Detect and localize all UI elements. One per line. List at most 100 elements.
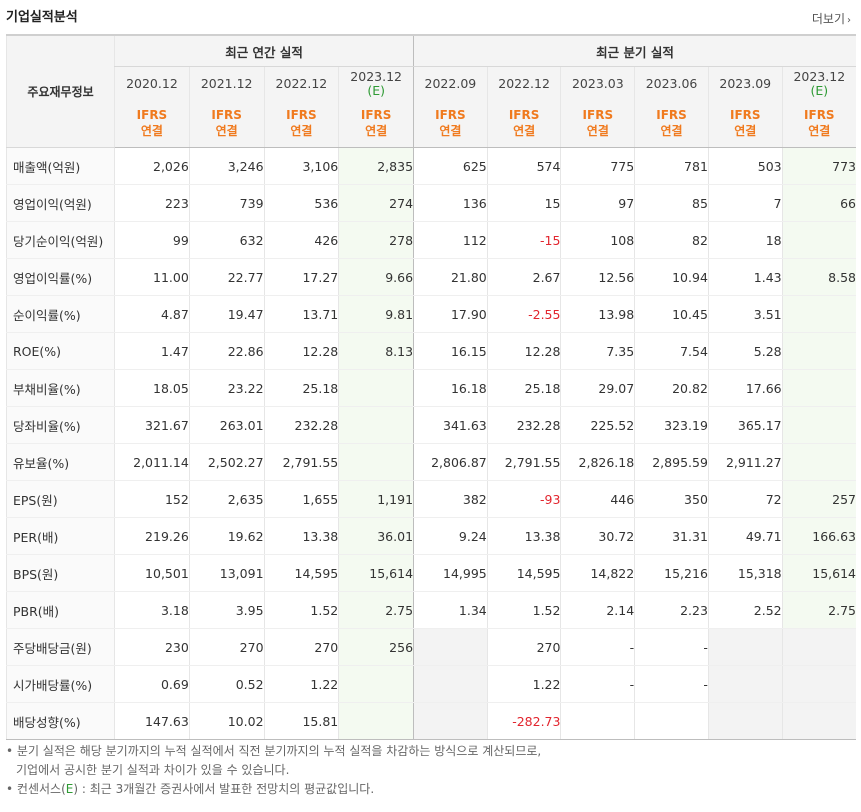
table-cell: 223 [114, 184, 190, 222]
table-cell: 13.71 [263, 295, 339, 333]
table-cell: 15,318 [707, 554, 783, 592]
table-cell: 22.86 [188, 332, 265, 370]
table-cell [560, 702, 635, 740]
table-cell: 13.98 [560, 295, 635, 333]
table-cell: 1,191 [338, 480, 414, 518]
table-cell: 2.75 [338, 591, 414, 629]
table-cell: 17.66 [707, 369, 783, 407]
table-cell: 625 [413, 147, 488, 185]
table-cell: 7.54 [634, 332, 709, 370]
table-cell: 136 [413, 184, 488, 222]
table-row: 유보율(%) 2,011.14 2,502.27 2,791.55 2,806.87 2,… [5, 443, 856, 481]
table-cell: - [634, 628, 709, 666]
table-cell: 232.28 [263, 406, 339, 444]
table-cell: 446 [560, 480, 635, 518]
table-cell: 15,216 [634, 554, 709, 592]
table-cell: 3.18 [114, 591, 190, 629]
table-cell: 30.72 [560, 517, 635, 555]
period-header: 2021.12 [188, 66, 265, 99]
row-label: 영업이익(억원) [5, 184, 115, 222]
period-header: 2020.12 [114, 66, 190, 99]
table-cell: 257 [781, 480, 856, 518]
table-cell: 350 [634, 480, 709, 518]
table-cell: 270 [263, 628, 339, 666]
table-cell: 14,995 [413, 554, 488, 592]
table-cell: 382 [413, 480, 488, 518]
table-cell: 21.80 [413, 258, 488, 296]
table-cell: 2.75 [781, 591, 856, 629]
table-cell: 1,655 [263, 480, 339, 518]
table-cell: 10.45 [634, 295, 709, 333]
table-cell: -93 [486, 480, 561, 518]
table-cell: 263.01 [188, 406, 265, 444]
table-cell [781, 369, 856, 407]
more-link[interactable]: 더보기 › [812, 10, 851, 27]
report-type-header: IFRS 연결 [634, 99, 709, 148]
table-cell: 1.43 [707, 258, 783, 296]
table-cell: -15 [486, 221, 561, 259]
table-cell: 12.28 [486, 332, 561, 370]
table-cell [781, 702, 856, 740]
table-cell: - [634, 665, 709, 703]
annual-group-header: 최근 연간 실적 [114, 34, 414, 67]
table-cell: 1.52 [486, 591, 561, 629]
table-cell: 25.18 [486, 369, 561, 407]
table-cell: 16.18 [413, 369, 488, 407]
table-cell: 11.00 [114, 258, 190, 296]
report-type-header: IFRS 연결 [486, 99, 561, 148]
table-row: PBR(배) 3.18 3.95 1.52 2.75 1.34 1.52 2.14 2.23 2.… [5, 591, 856, 629]
table-row: PER(배) 219.26 19.62 13.38 36.01 9.24 13.38 30.7… [5, 517, 856, 555]
table-cell: 426 [263, 221, 339, 259]
table-cell [413, 665, 488, 703]
report-type-header: IFRS 연결 [707, 99, 783, 148]
table-cell: 0.52 [188, 665, 265, 703]
table-cell: 152 [114, 480, 190, 518]
table-cell: 1.47 [114, 332, 190, 370]
table-cell: 1.34 [413, 591, 488, 629]
table-cell: 97 [560, 184, 635, 222]
table-cell: 2.52 [707, 591, 783, 629]
table-cell: 2,011.14 [114, 443, 190, 481]
table-cell: 225.52 [560, 406, 635, 444]
table-row: ROE(%) 1.47 22.86 12.28 8.13 16.15 12.28 7.35 7.… [5, 332, 856, 370]
table-cell: 3,246 [188, 147, 265, 185]
table-cell: 232.28 [486, 406, 561, 444]
table-cell: 13.38 [263, 517, 339, 555]
row-label: 부채비율(%) [5, 369, 115, 407]
period-header: 2022.12 [263, 66, 339, 99]
table-cell [781, 665, 856, 703]
table-cell: 2,806.87 [413, 443, 488, 481]
row-label: 순이익률(%) [5, 295, 115, 333]
table-cell: 36.01 [338, 517, 414, 555]
row-label: 배당성향(%) [5, 702, 115, 740]
table-cell: 2,895.59 [634, 443, 709, 481]
table-cell: 2.14 [560, 591, 635, 629]
table-cell: 13.38 [486, 517, 561, 555]
table-cell [781, 628, 856, 666]
table-cell: 15,614 [338, 554, 414, 592]
table-cell: - [560, 628, 635, 666]
table-cell: 85 [634, 184, 709, 222]
table-cell: 14,595 [486, 554, 561, 592]
table-cell: 274 [338, 184, 414, 222]
table-row: 영업이익(억원) 223 739 536 274 136 15 97 85 7 66 [5, 184, 856, 222]
table-cell: 17.90 [413, 295, 488, 333]
table-row: 당좌비율(%) 321.67 263.01 232.28 341.63 232.28 225… [5, 406, 856, 444]
table-cell [338, 443, 414, 481]
note-quarter-1: • 분기 실적은 해당 분기까지의 누적 실적에서 직전 분기까지의 누적 실적… [6, 744, 542, 758]
table-cell: 9.66 [338, 258, 414, 296]
table-cell [707, 665, 783, 703]
chevron-right-icon: › [847, 15, 851, 26]
report-type-header: IFRS 연결 [338, 99, 414, 148]
more-label: 더보기 [811, 12, 845, 26]
table-cell: 7.35 [560, 332, 635, 370]
table-cell: 8.13 [338, 332, 414, 370]
row-label: 영업이익률(%) [5, 258, 115, 296]
table-cell: 166.63 [781, 517, 856, 555]
table-cell: 781 [634, 147, 709, 185]
row-label: ROE(%) [5, 332, 115, 370]
table-cell: 10,501 [114, 554, 190, 592]
estimate-mark: (E) [810, 82, 829, 98]
row-header-label: 주요재무정보 [5, 34, 115, 148]
row-label: 매출액(억원) [5, 147, 115, 185]
